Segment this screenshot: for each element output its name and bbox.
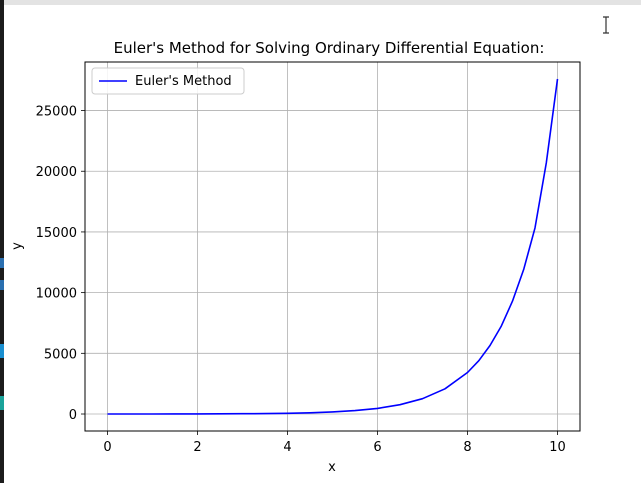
edge-mark — [0, 396, 4, 410]
text-cursor-icon — [603, 16, 609, 34]
y-tick-label: 0 — [69, 408, 77, 423]
ticks: 0 2 4 6 8 10 0 5000 10000 15000 20000 25000 — [36, 105, 566, 455]
series-line — [107, 78, 559, 415]
edge-mark — [0, 344, 4, 358]
chart-title: Euler's Method for Solving Ordinary Diff… — [114, 39, 545, 57]
y-tick-label: 25000 — [36, 105, 77, 120]
legend: Euler's Method — [91, 67, 245, 95]
y-tick-label: 15000 — [36, 226, 77, 241]
legend-box — [91, 67, 245, 95]
x-tick-label: 4 — [283, 440, 291, 455]
x-axis-label: x — [328, 460, 336, 475]
window-top-bar — [0, 0, 641, 5]
x-tick-label: 8 — [463, 440, 471, 455]
y-tick-label: 5000 — [44, 347, 77, 362]
y-axis-label: y — [10, 242, 25, 250]
x-tick-label: 2 — [193, 440, 201, 455]
grid — [85, 62, 580, 431]
y-tick-label: 10000 — [36, 287, 77, 302]
x-tick-label: 0 — [103, 440, 111, 455]
edge-mark — [0, 280, 4, 290]
window-left-edge — [0, 0, 4, 483]
plot-frame — [84, 61, 581, 432]
y-tick-label: 20000 — [36, 165, 77, 180]
edge-mark — [0, 258, 4, 268]
x-tick-label: 10 — [549, 440, 566, 455]
series-lines — [107, 78, 559, 415]
x-tick-label: 6 — [373, 440, 381, 455]
legend-label: Euler's Method — [135, 74, 232, 89]
